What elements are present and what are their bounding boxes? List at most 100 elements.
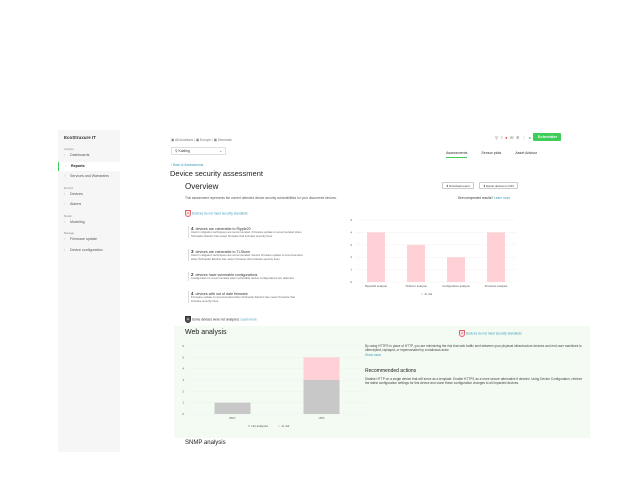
warning-text[interactable]: Devices do not meet security standards xyxy=(191,211,248,216)
tab-assessments[interactable]: Assessments xyxy=(446,151,468,158)
sidebar-item-label: Alarms xyxy=(70,202,82,206)
y-tick-label: 4 xyxy=(182,367,184,371)
help-icon[interactable]: ? xyxy=(500,134,503,140)
web-chart: 0 1 2 3 4 5 6 PDU UPS Not analyzed At risk xyxy=(182,344,366,428)
breadcrumb: ▣ All locations / ▣ Europe / ▣ Denmark xyxy=(171,138,232,142)
sidebar-item[interactable]: ◦ Devices xyxy=(58,190,120,199)
shield-info-icon: ● xyxy=(185,316,191,323)
sidebar-item[interactable]: ◦ Services and Warranties xyxy=(58,172,120,181)
back-link[interactable]: ‹ Back to Assessments xyxy=(171,163,204,167)
legend-swatch xyxy=(421,293,423,295)
web-warning: 2 Devices do not meet security standards xyxy=(459,330,522,337)
sidebar-section-label: Model xyxy=(64,213,72,218)
filter-value: Kolding xyxy=(178,149,190,153)
x-tick-label: Ripple20 analysis xyxy=(365,284,388,288)
sidebar-item[interactable]: ◦ Dashboards xyxy=(58,151,120,160)
status-icon: ● xyxy=(528,134,531,140)
y-tick-label: 1 xyxy=(182,401,184,405)
y-tick-label: 0 xyxy=(350,280,352,284)
security-warning: 4 Devices do not meet security standards xyxy=(185,210,248,217)
breadcrumb-item[interactable]: All locations xyxy=(174,138,194,142)
sidebar-item[interactable]: ◦ Modeling xyxy=(58,218,120,227)
y-tick-label: 2 xyxy=(182,389,184,393)
legend-swatch xyxy=(248,425,250,427)
bar xyxy=(303,380,340,414)
chevron-down-icon: ⌄ xyxy=(219,149,222,153)
x-tick-label: Configuration analysis xyxy=(442,284,470,288)
vulnerability-item: 4 devices with out of date firmware Firmw… xyxy=(188,291,303,304)
vuln-desc: Configuration is recommended when vulner… xyxy=(191,276,295,280)
tabs: Assessments Sensor plots Asset Advisor xyxy=(446,151,537,158)
vuln-title: devices are vulnerable to TLStorm xyxy=(195,250,251,254)
vuln-desc: Interim mitigation techniques are recomm… xyxy=(191,253,303,261)
x-tick-label: UPS xyxy=(319,416,325,420)
export-csv-button[interactable]: ⬇ Export devices to CSV xyxy=(479,182,519,189)
y-tick-label: 5 xyxy=(350,218,352,222)
overview-title: Overview xyxy=(185,182,219,191)
not-analyzed-note: ● Some devices were not analyzed. Learn … xyxy=(185,316,257,323)
vuln-title: devices with out of date firmware xyxy=(195,292,248,296)
show-more-link[interactable]: Show more xyxy=(365,352,382,357)
vulnerability-item: 4 devices are vulnerable to Ripple20 Inte… xyxy=(188,226,303,239)
learn-more-link[interactable]: Learn more xyxy=(493,196,511,200)
sidebar-item[interactable]: ◦ Firmware update xyxy=(58,235,120,244)
eye-icon: ◦ xyxy=(64,153,66,157)
button-label: Export devices to CSV xyxy=(486,184,515,188)
vulnerability-item: 2 devices have vulnerable configurations… xyxy=(188,272,303,281)
web-text: By using HTTPS in place of HTTP, you are… xyxy=(365,344,582,353)
sidebar-item-label: Modeling xyxy=(70,219,85,224)
overview-description: This assessment represents the current d… xyxy=(185,196,337,200)
tab-asset-advisor[interactable]: Asset Advisor xyxy=(515,151,538,155)
web-analysis-section: Web analysis 2 Devices do not meet secur… xyxy=(174,326,590,438)
config-icon: ◦ xyxy=(64,247,66,252)
sidebar-item-label: Firmware update xyxy=(70,237,97,241)
legend-label: Not analyzed xyxy=(252,424,269,428)
app-window: EcoStruxure IT Analyze ◦ Dashboards ◦ Report… xyxy=(58,130,590,452)
vuln-count: 3 xyxy=(191,249,194,254)
y-tick-label: 3 xyxy=(350,243,352,247)
x-tick-label: Firmware analysis xyxy=(485,284,508,288)
sidebar-item[interactable]: ◦ Alarms xyxy=(58,200,120,209)
x-tick-label: TLStorm analysis xyxy=(405,284,427,288)
sidebar-item-label: Services and Warranties xyxy=(70,174,110,178)
sidebar-item[interactable]: ◦ Device configuration xyxy=(58,246,120,255)
legend-swatch xyxy=(278,425,280,427)
web-analysis-title: Web analysis xyxy=(185,329,227,336)
vuln-title: devices have vulnerable configurations xyxy=(195,273,258,277)
note-text: Some devices were not analyzed. xyxy=(191,317,240,322)
web-description: By using HTTPS in place of HTTP, you are… xyxy=(365,344,585,357)
chat-icon[interactable]: ✉ xyxy=(510,134,514,140)
alarm-icon: ◦ xyxy=(64,202,66,206)
page-title: Device security assessment xyxy=(170,169,263,178)
warning-text[interactable]: Devices do not meet security standards xyxy=(465,331,522,336)
settings-icon[interactable]: ⚙ xyxy=(515,134,520,140)
breadcrumb-item[interactable]: Europe xyxy=(200,138,211,142)
breadcrumb-item[interactable]: Denmark xyxy=(217,138,232,142)
sidebar-section-label: Analyze xyxy=(64,147,74,151)
tab-sensor-plots[interactable]: Sensor plots xyxy=(481,151,502,155)
sidebar-section-label: Monitor xyxy=(64,185,74,190)
button-label: Download report xyxy=(449,184,470,188)
y-tick-label: 2 xyxy=(350,255,352,259)
recommended-actions-text: Disable HTTP on a single device that wil… xyxy=(365,377,583,386)
modeling-icon: ◦ xyxy=(64,219,66,224)
shield-icon: 4 xyxy=(185,210,191,217)
bar xyxy=(367,232,385,282)
x-tick-label: PDU xyxy=(230,416,236,420)
sidebar-item[interactable]: ◦ Reports xyxy=(58,161,120,171)
logo: EcoStruxure IT xyxy=(64,135,97,140)
bar xyxy=(407,244,425,282)
report-icon: ◦ xyxy=(65,163,67,168)
search-icon[interactable]: ⚲ xyxy=(495,134,498,140)
y-tick-label: 0 xyxy=(182,412,184,416)
download-report-button[interactable]: ⬇ Download report xyxy=(442,182,474,189)
y-tick-label: 1 xyxy=(350,268,352,272)
snmp-analysis-title: SNMP analysis xyxy=(185,440,226,446)
y-tick-label: 6 xyxy=(182,344,184,348)
notification-icon[interactable]: ● xyxy=(505,134,508,140)
vuln-desc: Firmware update is recommended when Schn… xyxy=(191,295,295,303)
learn-more-link[interactable]: Learn more xyxy=(240,317,257,322)
vuln-desc: Interim mitigation techniques are recomm… xyxy=(191,230,302,238)
apps-icon[interactable]: ⋮ xyxy=(522,134,527,140)
location-filter-select[interactable]: ⚲ Kolding ⌄ xyxy=(171,147,226,155)
